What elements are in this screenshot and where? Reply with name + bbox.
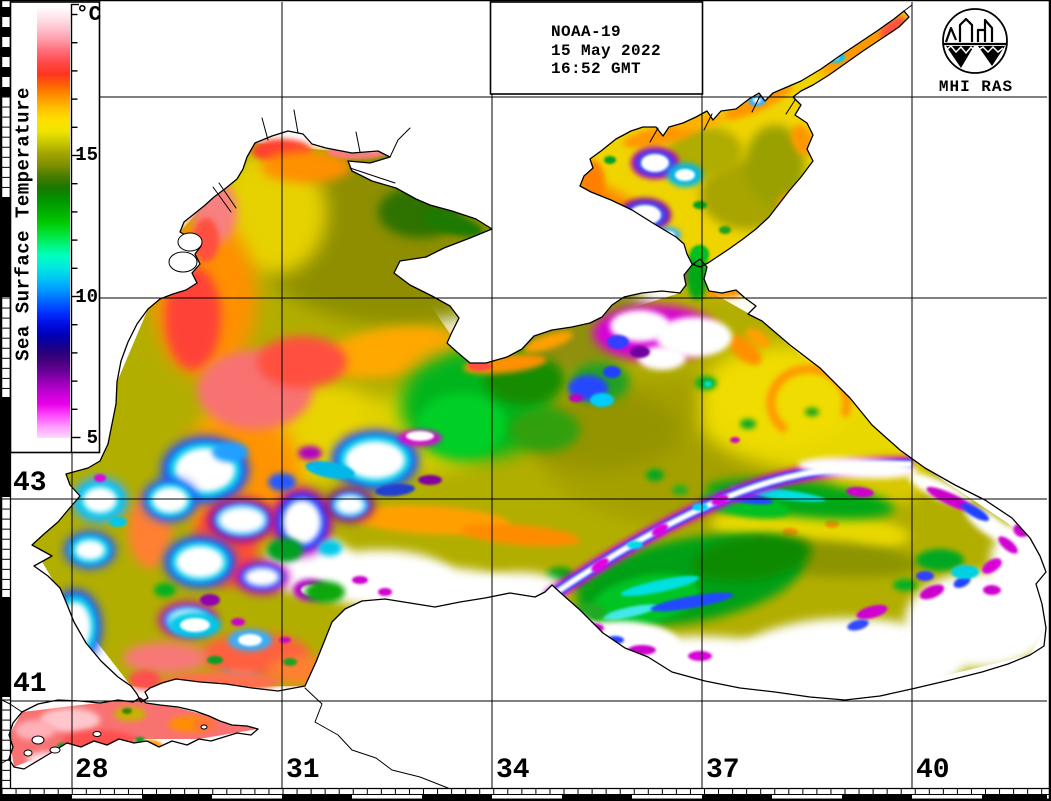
colorbar-gradient bbox=[37, 6, 70, 438]
grid-layer bbox=[11, 2, 1047, 788]
colorbar-unit: °C bbox=[76, 4, 102, 27]
satellite-name: NOAA-19 bbox=[551, 23, 622, 41]
longitude-label-34: 34 bbox=[496, 755, 530, 786]
header-box bbox=[489, 1, 704, 95]
latitude-label-41: 41 bbox=[13, 669, 47, 700]
colorbar-ticks bbox=[71, 13, 81, 439]
latitude-label-43: 43 bbox=[13, 468, 47, 499]
colorbar-tick-label-15: 15 bbox=[75, 144, 98, 166]
colorbar-title: Sea Surface Temperature bbox=[12, 87, 35, 361]
mhi-ras-logo-icon bbox=[942, 8, 1008, 74]
longitude-label-31: 31 bbox=[286, 755, 320, 786]
logo-label: MHI RAS bbox=[938, 78, 1014, 96]
colorbar-tick-label-5: 5 bbox=[86, 427, 98, 449]
sea-color-layer bbox=[9, 11, 1046, 768]
bottom-degree-strip-ticks bbox=[1, 788, 1043, 795]
islands-and-spits bbox=[23, 232, 208, 757]
longitude-label-28: 28 bbox=[75, 755, 109, 786]
longitude-label-40: 40 bbox=[916, 755, 950, 786]
capture-time: 16:52 GMT bbox=[551, 60, 642, 78]
colorbar-tick-label-10: 10 bbox=[75, 286, 98, 308]
left-degree-strip-blocks bbox=[1, 7, 10, 697]
coastline-layer bbox=[1, 4, 1047, 789]
capture-date: 15 May 2022 bbox=[551, 42, 662, 60]
bottom-degree-strip-bars bbox=[2, 794, 1047, 800]
longitude-label-37: 37 bbox=[706, 755, 740, 786]
